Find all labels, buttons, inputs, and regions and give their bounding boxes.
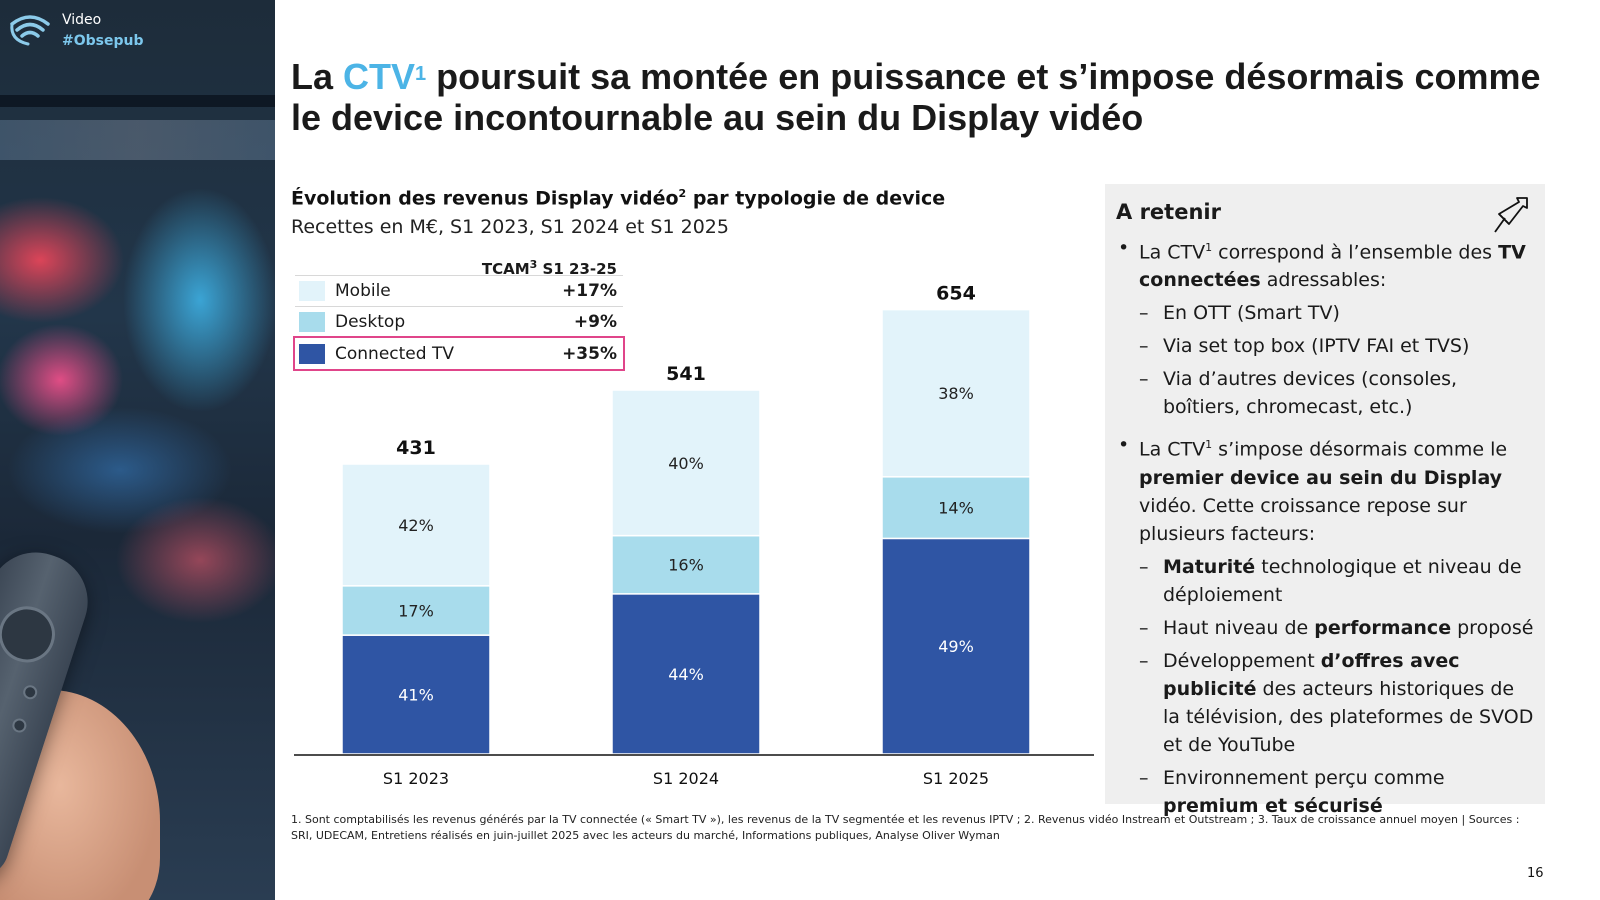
text: Haut niveau de — [1163, 616, 1315, 639]
title-footnote-ref: 1 — [415, 63, 427, 85]
sub-item-maturity: Maturité technologique et niveau de dépl… — [1139, 553, 1535, 609]
bar-segment-connected-tv — [341, 634, 491, 755]
takeaway-ctv-leading: La CTV1 s’impose désormais comme le prem… — [1116, 431, 1535, 819]
chart-title-footnote-ref: 2 — [678, 187, 687, 200]
x-tick-label: S1 2024 — [653, 769, 719, 788]
legend-header-suffix: S1 23-25 — [537, 260, 617, 278]
chart-title-suffix: par typologie de device — [686, 187, 946, 210]
legend-cagr-value: +35% — [562, 343, 617, 364]
data-label-share: 41% — [398, 686, 434, 705]
stacked-bar-chart: 41% 17% 42% 431 S1 2023 44% 16% 40% 541 S1 2024 49… — [294, 283, 1094, 788]
legend-item-desktop: Desktop +9% — [295, 307, 623, 338]
sub-item-other-devices: Via d’autres devices (consoles, boîtiers… — [1139, 365, 1535, 421]
x-tick-label: S1 2025 — [923, 769, 989, 788]
remote-dpad — [0, 599, 63, 670]
bold-text: TV connectées — [1139, 241, 1526, 292]
chart-title-text: Évolution des revenus Display vidéo — [291, 187, 679, 210]
tv-screen-edge — [0, 95, 275, 107]
legend: TCAM3 S1 23-25 Mobile +17% Desktop +9% C… — [293, 254, 625, 371]
text: La CTV — [1139, 438, 1206, 461]
takeaway-ctv-definition: La CTV1 correspond à l’ensemble des TV c… — [1116, 234, 1535, 421]
bold-text: d’offres avec publicité — [1163, 649, 1460, 700]
sub-item-premium-environment: Environnement perçu comme premium et séc… — [1139, 764, 1535, 820]
key-takeaways-title: A retenir — [1116, 200, 1221, 224]
data-label-total: 431 — [396, 437, 436, 459]
text: adressables: — [1260, 269, 1387, 292]
chart-title: Évolution des revenus Display vidéo2 par… — [291, 187, 945, 209]
bold-text: premium et sécurisé — [1163, 794, 1383, 817]
sub-item-ad-offers: Développement d’offres avec publicité de… — [1139, 647, 1535, 759]
brand-hashtag: #Obsepub — [62, 33, 144, 49]
bar-segment-mobile — [611, 389, 761, 537]
sub-item-performance: Haut niveau de performance proposé — [1139, 614, 1535, 642]
sub-item-set-top-box: Via set top box (IPTV FAI et TVS) — [1139, 332, 1535, 360]
legend-swatch-connected-tv — [299, 343, 325, 364]
data-label-share: 38% — [938, 384, 974, 403]
legend-swatch-desktop — [299, 312, 325, 332]
takeaways-list: La CTV1 correspond à l’ensemble des TV c… — [1116, 234, 1535, 820]
title-rest: poursuit sa montée en puissance et s’imp… — [291, 56, 1541, 138]
bar-segment-desktop — [881, 476, 1031, 540]
remote-button — [10, 716, 29, 735]
remote-button — [21, 683, 40, 702]
signal-waves-logo-icon — [8, 10, 52, 46]
bar-segment-desktop — [611, 534, 761, 595]
page-number: 16 — [1527, 866, 1544, 881]
legend-label: Desktop — [335, 312, 406, 332]
legend-header-footnote-ref: 3 — [529, 258, 538, 271]
bold-text: premier device au sein du Display — [1139, 466, 1503, 489]
footnote: 1. Sont comptabilisés les revenus généré… — [291, 813, 1520, 842]
text: Environnement perçu comme — [1163, 766, 1445, 789]
bold-text: performance — [1314, 616, 1452, 639]
data-label-share: 40% — [668, 454, 704, 473]
data-label-share: 16% — [668, 556, 704, 575]
page-title: La CTV1 poursuit sa montée en puissance … — [291, 56, 1551, 138]
background-photo-panel: Video #Obsepub — [0, 0, 275, 900]
x-tick-label: S1 2023 — [383, 769, 449, 788]
bold-text: Maturité — [1163, 555, 1256, 578]
legend-swatch-mobile — [299, 281, 325, 301]
pin-icon — [1487, 192, 1531, 240]
title-ctv-highlight: CTV — [343, 56, 416, 97]
key-takeaways-box: A retenir La CTV1 correspond à l’ensembl… — [1105, 184, 1545, 817]
text: technologique et niveau de déploiement — [1163, 555, 1522, 606]
chart-subtitle: Recettes en M€, S1 2023, S1 2024 et S1 2… — [291, 216, 729, 238]
footnote-ref: 1 — [1205, 438, 1213, 452]
legend-label: Connected TV — [335, 343, 454, 364]
data-label-share: 42% — [398, 516, 434, 535]
data-label-total: 541 — [666, 363, 706, 385]
title-prefix: La — [291, 56, 344, 97]
sub-item-ott: En OTT (Smart TV) — [1139, 299, 1535, 327]
text: vidéo. Cette croissance repose sur plusi… — [1139, 494, 1467, 545]
legend-item-mobile: Mobile +17% — [295, 276, 623, 307]
brand-section: Video — [62, 12, 102, 28]
legend-header: TCAM3 S1 23-25 — [295, 254, 623, 278]
brand-header: Video #Obsepub — [8, 10, 144, 52]
footnote-ref: 1 — [1205, 241, 1213, 254]
text: s’impose désormais comme le — [1212, 438, 1508, 461]
text: La CTV — [1139, 241, 1206, 264]
legend-cagr-value: +9% — [573, 312, 617, 332]
text: des acteurs historiques de la télévision… — [1163, 677, 1534, 756]
legend-label: Mobile — [335, 281, 391, 301]
bar-segment-desktop — [341, 585, 491, 636]
data-label-share: 49% — [938, 637, 974, 656]
data-label-share: 17% — [398, 601, 434, 620]
bar-segment-connected-tv — [881, 537, 1031, 755]
data-label-share: 14% — [938, 499, 974, 518]
text: Développement — [1163, 649, 1321, 672]
legend-item-connected-tv: Connected TV +35% — [293, 336, 625, 371]
text: correspond à l’ensemble des — [1212, 241, 1499, 264]
text: proposé — [1451, 616, 1534, 639]
bar-segment-connected-tv — [611, 593, 761, 755]
bar-segment-mobile — [881, 308, 1031, 478]
legend-header-label: TCAM — [481, 260, 530, 278]
data-label-total: 654 — [936, 283, 976, 305]
data-label-share: 44% — [668, 665, 704, 684]
legend-cagr-value: +17% — [562, 281, 617, 301]
bar-segment-mobile — [341, 463, 491, 587]
blurred-tv-menu — [0, 120, 275, 160]
